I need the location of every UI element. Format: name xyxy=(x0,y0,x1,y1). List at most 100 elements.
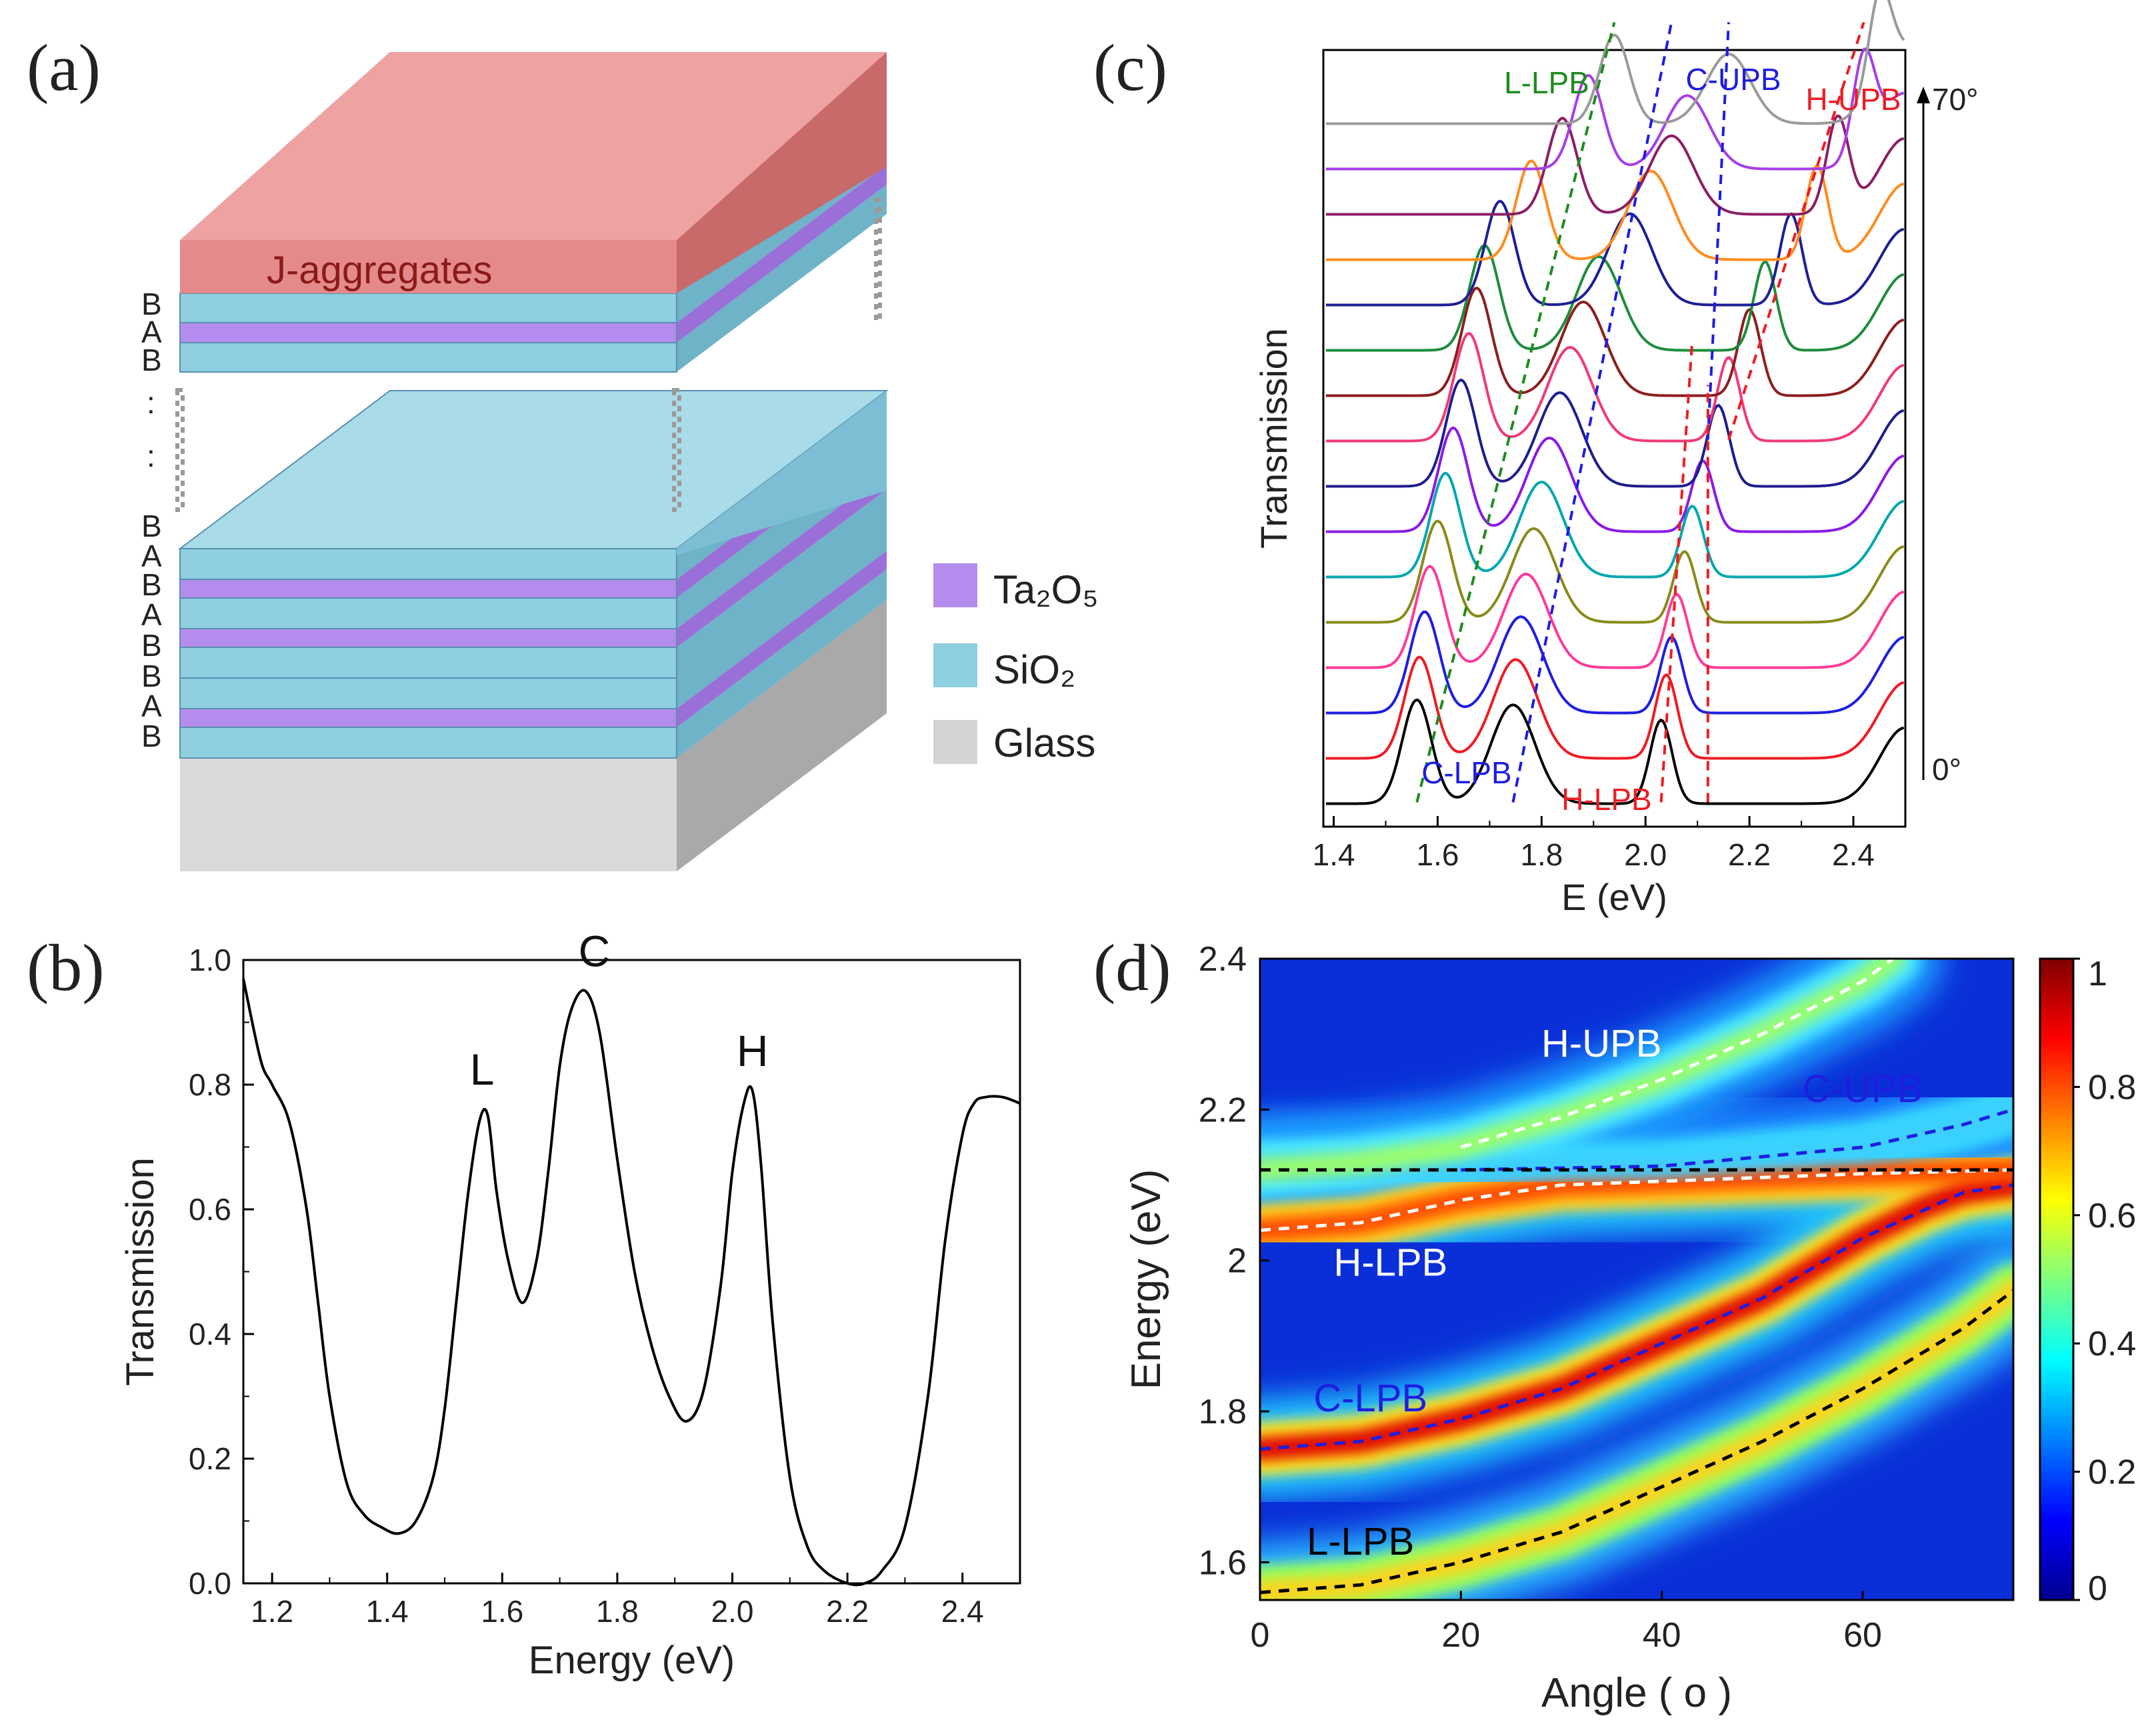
colorbar-tick-label: 0 xyxy=(2088,1569,2107,1608)
colorbar xyxy=(2039,957,2075,1601)
branch-label-c: C-LPB xyxy=(1421,755,1511,790)
band-label-d: C-UPB xyxy=(1803,1067,1923,1111)
y-tick-label-b: 0.8 xyxy=(189,1067,231,1102)
x-tick-label-b: 2.0 xyxy=(711,1594,754,1629)
guide-line-c xyxy=(1659,339,1694,803)
upper-layer-2 xyxy=(179,185,887,373)
lower-layer-2-front xyxy=(179,677,677,709)
dispersion-dashed-line-d xyxy=(1461,1108,2013,1172)
y-tick-label-b: 0.6 xyxy=(189,1192,231,1227)
y-tick-label-b: 1.0 xyxy=(189,943,231,977)
band-label-d: H-UPB xyxy=(1541,1022,1661,1065)
y-tick-label-d: 2.4 xyxy=(1199,940,1247,979)
lower-stack-side-fill xyxy=(677,391,887,555)
angle-spectrum-line-c xyxy=(1325,610,1905,715)
angle-spectrum-line-c xyxy=(1325,655,1905,760)
lower-layer-letter: A xyxy=(141,539,162,573)
angle-spectrum-line-c xyxy=(1325,0,1905,125)
panel-b-chart: (b) 1.2 1.4 1.6 1.8 2.0 2.2 2.4 0.0 0.2 0.4 0.6 0.8… xyxy=(27,926,1021,1682)
legend-swatch-ta2o5 xyxy=(933,563,977,607)
upper-layer-1 xyxy=(179,165,887,343)
angle-spectrum-line-c xyxy=(1325,426,1905,533)
heatmap-plot-area xyxy=(1260,959,2013,1600)
lower-layer-2 xyxy=(179,520,887,709)
y-tick-label-b: 0.4 xyxy=(189,1317,231,1351)
x-axis-label-b: Energy (eV) xyxy=(529,1639,735,1682)
angle-label-top: 70° xyxy=(1932,82,1979,117)
ellipsis-mark: : xyxy=(147,439,155,473)
x-tick-label-c: 1.4 xyxy=(1313,837,1355,872)
x-tick-label-c: 2.4 xyxy=(1832,837,1875,872)
angle-spectrum-line-c xyxy=(1325,378,1905,488)
lower-layer-3-side xyxy=(677,489,887,678)
colorbar-tick-label: 0.4 xyxy=(2088,1325,2136,1363)
lower-layer-letter: B xyxy=(141,719,162,753)
x-tick-label-b: 2.4 xyxy=(941,1594,984,1629)
peak-label-b: H xyxy=(737,1026,769,1075)
panel-c-chart: (c) 1.4 1.6 1.8 2.0 2.2 2.4 E (eV) Transmission… xyxy=(1093,0,1979,918)
colorbar-tick-label: 0.6 xyxy=(2088,1197,2136,1235)
panel-b-tag: (b) xyxy=(27,931,105,1005)
lower-layer-3-front xyxy=(179,647,677,679)
band-label-d: C-LPB xyxy=(1313,1377,1427,1420)
y-tick-label-b: 0.0 xyxy=(189,1566,231,1601)
upper-layer-letter: A xyxy=(141,315,162,349)
plot-frame-c xyxy=(1322,49,1907,828)
x-tick-label-c: 2.0 xyxy=(1624,837,1667,872)
branch-label-c: H-UPB xyxy=(1805,82,1901,117)
x-tick-label-d: 60 xyxy=(1843,1616,1882,1655)
dispersion-dashed-line-d xyxy=(1460,959,1894,1149)
lower-layer-0-side xyxy=(677,569,887,758)
lower-layer-7-front xyxy=(179,548,677,580)
lower-layer-1-side xyxy=(677,551,887,727)
angle-spectrum-line-c xyxy=(1325,287,1905,397)
lower-layer-5-front xyxy=(179,597,677,629)
lower-layer-letter: B xyxy=(141,659,162,693)
y-tick-label-d: 2.2 xyxy=(1199,1091,1247,1129)
upper-layer-letter: B xyxy=(141,287,162,321)
upper-layer-1-front xyxy=(179,322,677,343)
panel-a-tag: (a) xyxy=(27,31,101,105)
lower-layer-0 xyxy=(179,569,887,759)
angle-spectrum-line-c xyxy=(1325,47,1905,171)
x-tick-label-b: 1.8 xyxy=(596,1594,639,1629)
legend-label-glass: Glass xyxy=(993,721,1095,765)
guide-line-c xyxy=(1727,21,1865,441)
y-tick-label-d: 1.8 xyxy=(1199,1393,1247,1431)
legend-label-sio2: SiO₂ xyxy=(993,647,1075,692)
plot-frame-d xyxy=(1259,957,2015,1601)
y-tick-label-d: 2 xyxy=(1227,1242,1247,1281)
lower-layer-4-front xyxy=(179,628,677,648)
lower-layer-1 xyxy=(179,551,887,728)
colorbar-tick-label: 0.2 xyxy=(2088,1453,2136,1492)
x-tick-label-b: 2.2 xyxy=(826,1594,869,1629)
lower-layer-letter: B xyxy=(141,509,162,543)
lower-layer-2-side xyxy=(677,520,887,709)
lower-layer-0-front xyxy=(179,727,677,759)
branch-label-c: C-UPB xyxy=(1685,62,1781,97)
x-tick-label-c: 1.8 xyxy=(1520,837,1563,872)
guide-line-c xyxy=(1511,22,1673,803)
guide-line-c xyxy=(1706,22,1730,440)
angle-spectrum-line-c xyxy=(1325,698,1905,805)
panel-d-heatmap: (d) 0 20 40 60 1.6 1.8 2 2.2 2.4 Angle ( o ) Energ… xyxy=(1093,931,2136,1716)
angle-spectrum-line-c xyxy=(1325,519,1905,624)
angle-label-bottom: 0° xyxy=(1932,752,1961,787)
angle-spectrum-line-c xyxy=(1325,114,1905,216)
lower-layer-1-front xyxy=(179,708,677,728)
x-tick-label-d: 40 xyxy=(1643,1616,1681,1655)
x-tick-label-b: 1.4 xyxy=(366,1594,409,1629)
dispersion-dashed-line-d xyxy=(1260,1183,2013,1451)
lower-stack xyxy=(178,390,889,759)
angle-spectrum-line-c xyxy=(1325,331,1905,443)
transmission-line-b xyxy=(242,978,1021,1587)
y-tick-label-d: 1.6 xyxy=(1199,1543,1247,1582)
legend-swatch-glass xyxy=(933,720,977,764)
band-label-d: H-LPB xyxy=(1333,1241,1447,1284)
lower-layer-4-side xyxy=(677,471,887,647)
y-tick-label-b: 0.2 xyxy=(189,1441,231,1476)
colorbar-tick-label: 1 xyxy=(2088,955,2107,993)
